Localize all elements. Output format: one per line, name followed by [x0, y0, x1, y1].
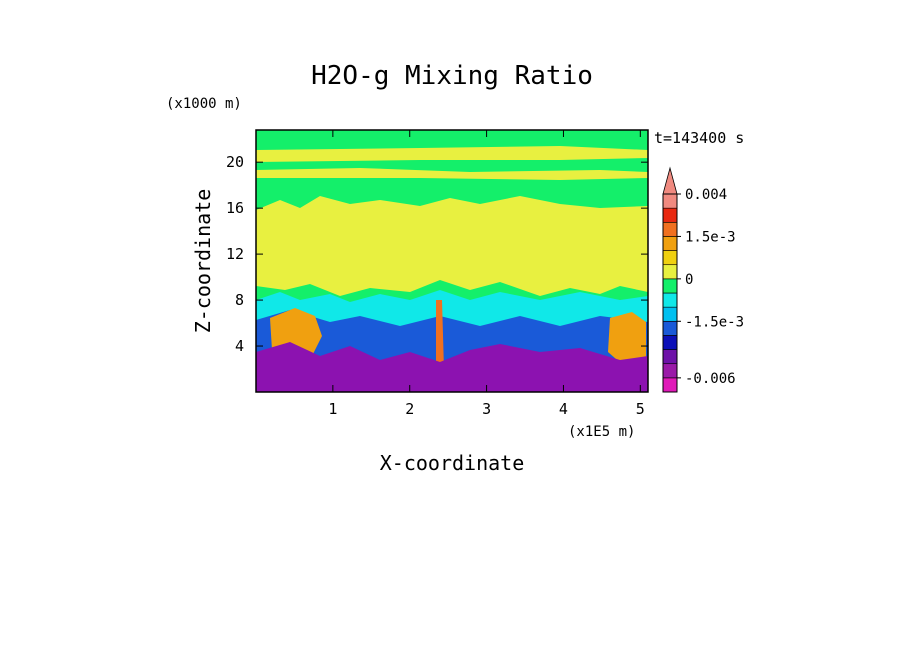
y-axis: 4 8 12 16 20 [226, 153, 648, 355]
colorbar-segment [662, 320, 678, 336]
x-tick-label: 3 [482, 400, 491, 418]
field-plume-center [436, 300, 444, 372]
colorbar-segment [662, 306, 678, 322]
colorbar-segment [662, 250, 678, 266]
colorbar-segment [662, 221, 678, 237]
x-tick-label: 2 [405, 400, 414, 418]
colorbar-label: 1.5e-3 [685, 229, 736, 245]
y-axis-label: Z-coordinate [191, 189, 215, 334]
colorbar-segment [662, 193, 678, 209]
y-tick-label: 4 [235, 337, 244, 355]
plot-frame [255, 129, 649, 393]
x-unit-label: (x1E5 m) [568, 424, 635, 440]
y-unit-label: (x1000 m) [166, 96, 242, 112]
colorbar-segment [662, 278, 678, 294]
field-upper-stripe [256, 146, 648, 162]
x-axis: 1 2 3 4 5 [328, 130, 645, 418]
x-tick-label: 4 [559, 400, 568, 418]
colorbar-segment [662, 236, 678, 251]
colorbar-segment [662, 377, 678, 393]
colorbar-segment [662, 292, 678, 308]
colorbar-frame [662, 193, 678, 393]
field-upper-stripe-2 [256, 168, 648, 180]
y-tick-label: 12 [226, 245, 244, 263]
colorbar-extension [662, 166, 678, 195]
field-yellow-layer [256, 196, 648, 296]
x-axis-label: X-coordinate [380, 451, 525, 475]
x-tick-label: 5 [636, 400, 645, 418]
colorbar-segment [662, 207, 678, 223]
colorbar: 0.004 1.5e-3 0 -1.5e-3 -0.006 [662, 166, 744, 393]
contour-field [256, 130, 648, 392]
y-tick-label: 8 [235, 291, 244, 309]
chart-title: H2O-g Mixing Ratio [311, 61, 593, 91]
colorbar-segment [662, 335, 678, 350]
colorbar-label: 0 [685, 272, 693, 288]
colorbar-label: 0.004 [685, 187, 727, 203]
y-tick-label: 16 [226, 199, 244, 217]
y-tick-label: 20 [226, 153, 244, 171]
colorbar-segment [662, 264, 678, 280]
colorbar-segment [662, 349, 678, 365]
time-label: t=143400 s [654, 129, 744, 147]
x-tick-label: 1 [328, 400, 337, 418]
colorbar-segment [662, 363, 678, 379]
colorbar-label: -1.5e-3 [685, 314, 744, 330]
field-purple-base [256, 342, 648, 392]
field-plume-right [608, 312, 646, 366]
colorbar-label: -0.006 [685, 371, 736, 387]
